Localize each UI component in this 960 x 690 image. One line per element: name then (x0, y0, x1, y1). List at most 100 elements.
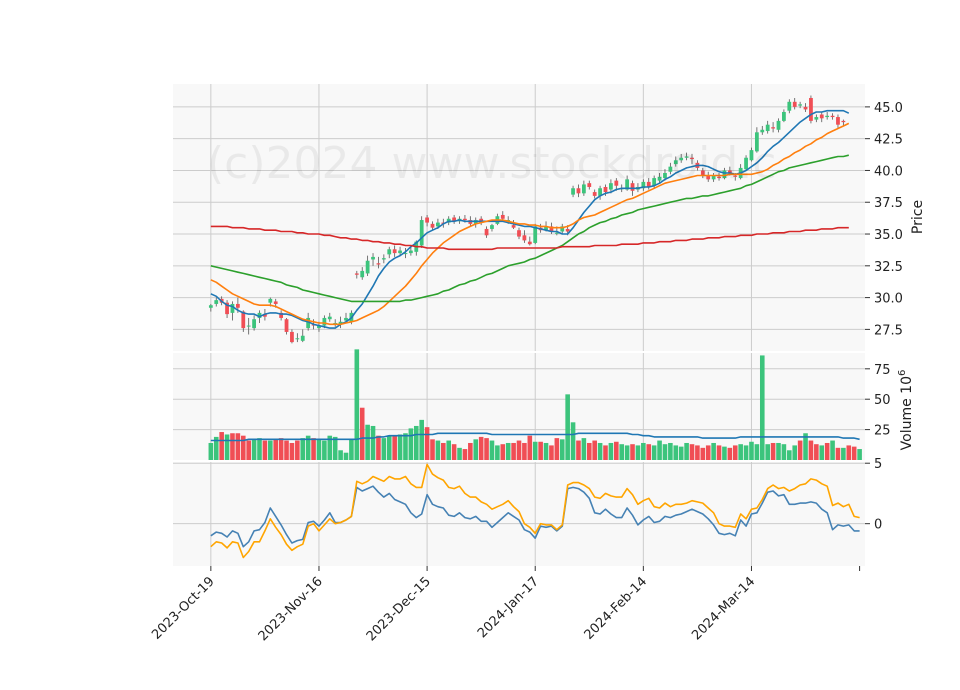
candle-body (776, 120, 781, 130)
price-ytick-label: 35.0 (874, 228, 903, 243)
volume-axis-label-text: Volume 10 (899, 376, 915, 450)
candle-body (592, 192, 597, 196)
candle-body (300, 335, 305, 341)
candle-body (376, 263, 381, 265)
volume-bar (646, 444, 652, 460)
candle-body (641, 181, 646, 189)
volume-bar (343, 452, 349, 460)
volume-bar (830, 440, 835, 460)
candle-body (344, 317, 348, 321)
volume-bar (359, 407, 365, 460)
volume-bar (722, 446, 727, 460)
volume-bar (457, 447, 462, 460)
volume-bar (446, 440, 452, 460)
volume-bar (430, 439, 435, 460)
volume-bar (792, 445, 798, 460)
volume-bar (543, 442, 549, 460)
x-tick-label: 2024-Jan-17 (475, 574, 542, 641)
x-tick-label: 2023-Dec-15 (364, 574, 434, 644)
volume-bar (603, 445, 608, 460)
volume-bar (462, 449, 468, 460)
volume-bar (824, 442, 830, 460)
volume-bar (403, 433, 408, 460)
volume-bar (316, 439, 322, 460)
volume-bar (273, 439, 279, 460)
price-ytick-label: 45.0 (874, 101, 903, 116)
price-ytick-label: 42.5 (874, 133, 903, 148)
candle-body (252, 319, 256, 329)
volume-bar (451, 444, 457, 460)
volume-bar (484, 438, 489, 460)
volume-ytick-label: 25 (874, 424, 891, 439)
volume-bar (781, 444, 787, 460)
volume-bar (586, 442, 592, 460)
price-ma_slow-line (210, 154, 849, 303)
volume-bar (554, 438, 560, 460)
candle-body (771, 127, 775, 129)
volume-bar (246, 440, 251, 460)
candle-body (490, 225, 494, 229)
x-tick-label: 2023-Oct-19 (149, 574, 217, 642)
volume-bar (776, 442, 781, 460)
volume-bar (808, 440, 814, 460)
candle-body (560, 226, 565, 232)
candle-body (603, 186, 608, 193)
volume-bar (592, 440, 597, 460)
candle-body (522, 235, 527, 241)
candle-body (365, 260, 370, 274)
volume-bar (251, 439, 257, 460)
volume-bar (657, 440, 662, 460)
volume-bar (473, 439, 479, 460)
volume-bar (213, 436, 219, 460)
volume-bar (235, 433, 241, 460)
candle-body (295, 338, 300, 340)
volume-bar (668, 442, 673, 460)
candle-body (679, 157, 684, 161)
volume-bar (381, 438, 387, 460)
candle-body (657, 176, 662, 181)
volume-bar (240, 435, 246, 460)
volume-bar (208, 442, 214, 460)
candle-body (225, 302, 229, 315)
volume-bar (673, 445, 679, 460)
volume-bar (295, 440, 300, 460)
volume-bar (489, 440, 495, 460)
x-tick-label: 2023-Nov-16 (256, 574, 326, 644)
volume-bar (424, 427, 430, 460)
volume-bar (787, 450, 792, 460)
price-ytick-label: 37.5 (874, 196, 903, 211)
price-background (173, 84, 865, 351)
volume-bar (322, 440, 327, 460)
candle-body (268, 298, 273, 303)
volume-bar (262, 440, 268, 460)
candle-body (749, 150, 754, 161)
volume-bar (662, 444, 668, 460)
candle-body (717, 176, 721, 179)
candle-body (544, 226, 548, 231)
volume-bar (354, 349, 360, 460)
volume-bar (819, 445, 825, 460)
candle-body (527, 241, 532, 245)
candle-body (830, 115, 835, 118)
volume-bar (570, 422, 576, 460)
volume-bar (700, 447, 706, 460)
candle-body (792, 101, 797, 107)
volume-bar (257, 438, 262, 460)
candle-body (500, 214, 505, 219)
candle-body (241, 311, 246, 329)
candle-body (533, 226, 538, 243)
volume-bar (624, 445, 630, 460)
volume-bar (397, 434, 403, 460)
candle-body (809, 97, 813, 121)
candle-body (398, 250, 402, 254)
candle-body (841, 120, 846, 123)
volume-bar (749, 441, 754, 460)
volume-bar (516, 440, 522, 460)
volume-bar (835, 447, 841, 460)
candle-body (463, 218, 467, 221)
volume-bar (597, 442, 603, 460)
oscillator-osc_b-line (210, 463, 860, 559)
candle-body (782, 111, 786, 121)
candle-body (571, 188, 575, 195)
